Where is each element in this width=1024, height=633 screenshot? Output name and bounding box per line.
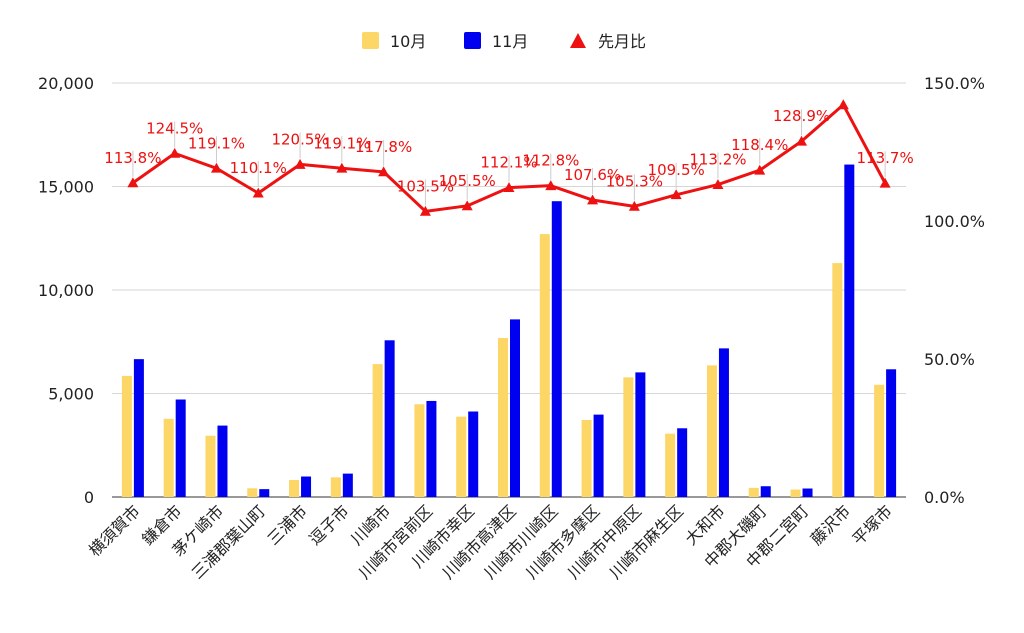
y-right-tick-label: 100.0% [924, 212, 985, 231]
bar-oct [706, 365, 717, 497]
bar-oct [874, 384, 885, 497]
bar-nov [677, 428, 688, 497]
y-right-tick-label: 150.0% [924, 74, 985, 93]
bar-oct [832, 263, 843, 497]
ratio-data-label: 124.5% [146, 119, 203, 137]
ratio-data-label: 113.7% [857, 149, 914, 167]
ratio-point [169, 147, 181, 158]
bar-nov [468, 411, 479, 497]
bar-nov [384, 340, 395, 497]
ratio-point [879, 177, 891, 188]
bar-oct [289, 480, 300, 497]
y-left-tick-label: 10,000 [38, 281, 94, 300]
ratio-point [545, 180, 557, 191]
ratio-point [796, 135, 808, 146]
bar-oct [247, 488, 258, 497]
ratio-point [628, 200, 640, 211]
ratio-point [210, 162, 222, 173]
ratio-data-label: 113.2% [689, 151, 746, 169]
ratio-data-label: 128.9% [773, 107, 830, 125]
y-left-tick-label: 15,000 [38, 178, 94, 197]
bar-nov [551, 201, 562, 497]
bar-nov [886, 369, 897, 497]
ratio-data-label: 107.6% [564, 166, 621, 184]
bar-oct [121, 375, 132, 497]
x-tick-label: 藤沢市 [807, 501, 854, 548]
bar-oct [498, 338, 508, 497]
y-right-tick-label: 0.0% [924, 488, 965, 507]
ratio-data-label: 105.5% [439, 172, 496, 190]
ratio-data-label: 112.8% [522, 152, 579, 170]
bar-oct [790, 489, 801, 497]
ratio-point [754, 164, 766, 175]
bar-nov [760, 486, 771, 497]
ratio-data-label: 112.1% [480, 154, 537, 172]
bar-nov [426, 400, 437, 497]
ratio-point [712, 179, 724, 189]
bar-oct [623, 377, 634, 497]
ratio-data-label: 110.1% [230, 159, 287, 177]
bar-nov [510, 319, 520, 497]
bar-nov [342, 473, 353, 497]
bar-nov [593, 414, 604, 497]
ratio-data-label: 119.1% [188, 134, 245, 152]
bar-nov [802, 488, 813, 497]
bar-oct [581, 419, 592, 497]
ratio-data-label: 120.5% [271, 130, 328, 148]
legend-label: 先月比 [598, 32, 646, 51]
ratio-data-label: 118.4% [731, 136, 788, 154]
ratio-data-label: 105.3% [606, 172, 663, 190]
bar-oct [748, 487, 759, 497]
bar-nov [217, 425, 228, 497]
x-tick-label: 逗子市 [305, 501, 352, 548]
ratio-point [336, 162, 348, 173]
bar-oct [456, 416, 467, 497]
ratio-point [252, 187, 264, 198]
ratio-data-label: 113.8% [104, 149, 161, 167]
ratio-point [378, 166, 390, 177]
bar-nov [175, 399, 186, 497]
ratio-point [587, 194, 599, 205]
ratio-point [670, 189, 682, 200]
bar-layer [121, 164, 897, 498]
legend-swatch [570, 33, 586, 48]
ratio-point [503, 182, 515, 193]
legend-swatch [464, 32, 481, 49]
y-left-tick-label: 5,000 [48, 385, 94, 404]
bar-oct [665, 433, 676, 497]
legend: 10月 11月 先月比 [362, 32, 646, 51]
y-left-tick-label: 0 [84, 488, 94, 507]
x-tick-label: 平塚市 [849, 501, 896, 548]
ratio-data-label: 117.8% [355, 138, 412, 156]
ratio-line-layer: 113.8%124.5%119.1%110.1%120.5%119.1%117.… [104, 99, 914, 216]
bar-oct [414, 404, 425, 497]
bar-oct [330, 477, 341, 497]
bar-nov [133, 359, 144, 497]
bar-nov [844, 164, 855, 498]
bar-nov [301, 476, 312, 497]
x-tick-label: 三浦市 [263, 501, 310, 548]
ratio-point [419, 205, 431, 216]
bar-oct [163, 418, 174, 497]
bar-oct [372, 364, 383, 497]
y-right-tick-label: 50.0% [924, 350, 975, 369]
bar-oct [539, 234, 550, 498]
x-tick-label: 横須賀市 [85, 501, 144, 560]
ratio-point [461, 200, 473, 211]
ratio-data-label: 109.5% [648, 161, 705, 179]
legend-label: 10月 [390, 32, 426, 51]
bar-nov [259, 489, 270, 497]
bar-oct [205, 435, 216, 497]
bar-nov [718, 348, 729, 497]
ratio-data-label: 119.1% [313, 134, 370, 152]
ratio-point [127, 177, 139, 188]
y-left-tick-label: 20,000 [38, 74, 94, 93]
ratio-point [837, 99, 849, 110]
bar-nov [635, 372, 646, 497]
ratio-data-label: 103.5% [397, 177, 454, 195]
legend-label: 11月 [492, 32, 528, 51]
legend-swatch [362, 32, 379, 49]
ratio-point [294, 158, 306, 169]
